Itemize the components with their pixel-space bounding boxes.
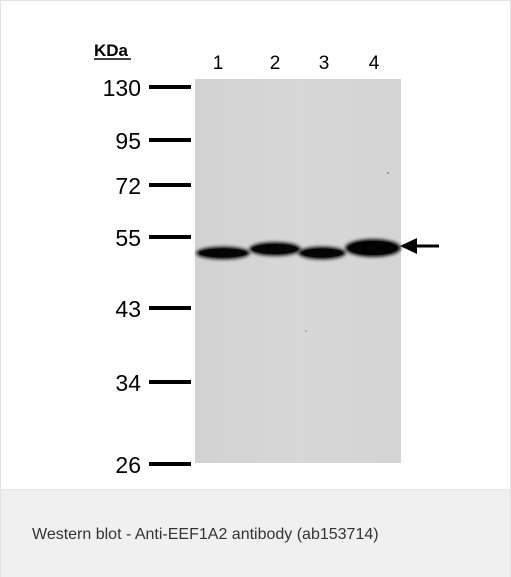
caption-bar: Western blot - Anti-EEF1A2 antibody (ab1… [1,489,510,577]
marker-label-34: 34 [115,370,141,396]
lane-4-band [345,239,401,257]
membrane-speck [305,330,307,332]
marker-tick-34 [149,380,191,384]
blot-membrane [195,79,401,463]
lane-label-4: 4 [369,53,380,74]
marker-label-72: 72 [115,173,141,199]
band-arrow [400,238,439,254]
lane-label-1: 1 [213,53,224,74]
lane-2-band [249,242,301,256]
marker-label-26: 26 [115,452,141,478]
marker-tick-43 [149,306,191,310]
marker-tick-95 [149,138,191,142]
figure-caption: Western blot - Anti-EEF1A2 antibody (ab1… [32,526,379,544]
lane-3-band [298,247,346,260]
marker-label-95: 95 [115,128,141,154]
marker-label-55: 55 [115,225,141,251]
lane-1-band [196,247,250,260]
unit-label: KDa [94,41,129,60]
marker-label-130: 130 [103,75,141,101]
marker-tick-130 [149,85,191,89]
marker-tick-26 [149,462,191,466]
lane-label-2: 2 [270,53,281,74]
lane-label-3: 3 [319,53,330,74]
marker-label-43: 43 [115,296,141,322]
western-blot-figure: KDa 1 2 3 4 130 95 72 55 43 34 26 [1,1,510,489]
membrane-speck [387,172,389,174]
marker-tick-72 [149,183,191,187]
western-blot-image: KDa 1 2 3 4 130 95 72 55 43 34 26 [1,1,510,489]
marker-tick-55 [149,235,191,239]
